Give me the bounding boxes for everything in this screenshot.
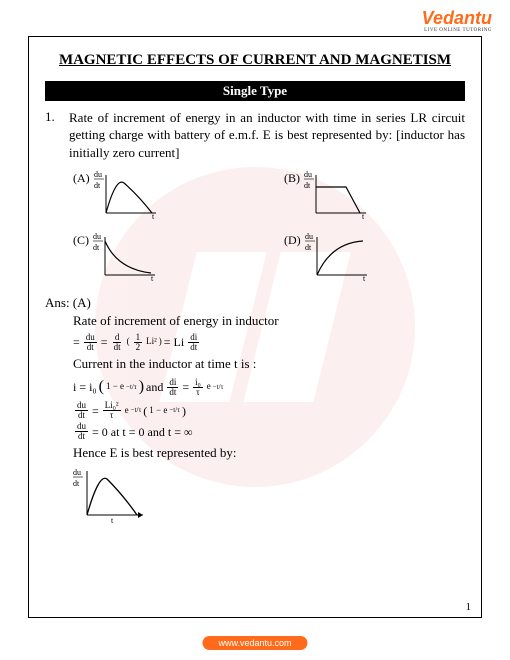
svg-text:du: du <box>304 170 312 179</box>
answer-graph: du dt t <box>73 467 465 530</box>
solution-eq4: dudt = 0 at t = 0 and t = ∞ <box>73 422 465 441</box>
graph-d: du dt t <box>305 231 373 287</box>
content: MAGNETIC EFFECTS OF CURRENT AND MAGNETIS… <box>45 51 465 530</box>
option-b-label: (B) <box>284 169 300 186</box>
graph-c: du dt t <box>93 231 161 287</box>
graph-a: du dt t <box>94 169 162 225</box>
svg-text:dt: dt <box>304 181 311 190</box>
brand-tagline: LIVE ONLINE TUTORING <box>424 28 492 33</box>
option-c: (C) du dt t <box>73 231 254 287</box>
solution-eq2: i = i₀ ( 1 − e−t/τ ) and didt = i₀τ e−t/… <box>73 375 465 399</box>
svg-text:du: du <box>305 232 313 241</box>
option-b: (B) du dt t <box>284 169 465 225</box>
svg-text:du: du <box>73 468 81 477</box>
solution-eq1: = dudt = ddt ( 12 Li² ) = Li didt <box>73 333 465 352</box>
page-frame: MAGNETIC EFFECTS OF CURRENT AND MAGNETIS… <box>28 36 482 618</box>
section-heading: Single Type <box>45 81 465 101</box>
svg-text:dt: dt <box>93 243 100 252</box>
svg-text:t: t <box>111 516 114 525</box>
svg-text:dt: dt <box>305 243 312 252</box>
svg-text:du: du <box>93 232 101 241</box>
question-text: Rate of increment of energy in an induct… <box>69 109 465 162</box>
option-a-label: (A) <box>73 169 90 186</box>
page-title: MAGNETIC EFFECTS OF CURRENT AND MAGNETIS… <box>45 51 465 71</box>
option-d: (D) du dt t <box>284 231 465 287</box>
svg-text:du: du <box>94 170 102 179</box>
footer-url: www.vedantu.com <box>202 636 307 650</box>
option-c-label: (C) <box>73 231 89 248</box>
solution-eq3: dudt = Li₀²τ e−t/τ ( 1 − e−t/τ ) <box>73 401 465 420</box>
question: 1. Rate of increment of energy in an ind… <box>45 109 465 162</box>
graph-b: du dt t <box>304 169 372 225</box>
question-number: 1. <box>45 109 59 162</box>
options-grid: (A) du dt t (B) <box>73 169 465 287</box>
svg-text:dt: dt <box>73 479 80 488</box>
solution: Rate of increment of energy in inductor … <box>73 311 465 463</box>
svg-text:dt: dt <box>94 181 101 190</box>
option-d-label: (D) <box>284 231 301 248</box>
page-number: 1 <box>466 601 472 613</box>
brand-logo: Vedantu <box>422 8 492 29</box>
answer-label: Ans: (A) <box>45 295 465 311</box>
solution-line4: Hence E is best represented by: <box>73 443 465 463</box>
solution-line1: Rate of increment of energy in inductor <box>73 311 465 331</box>
option-a: (A) du dt t <box>73 169 254 225</box>
solution-line2: Current in the inductor at time t is : <box>73 354 465 374</box>
